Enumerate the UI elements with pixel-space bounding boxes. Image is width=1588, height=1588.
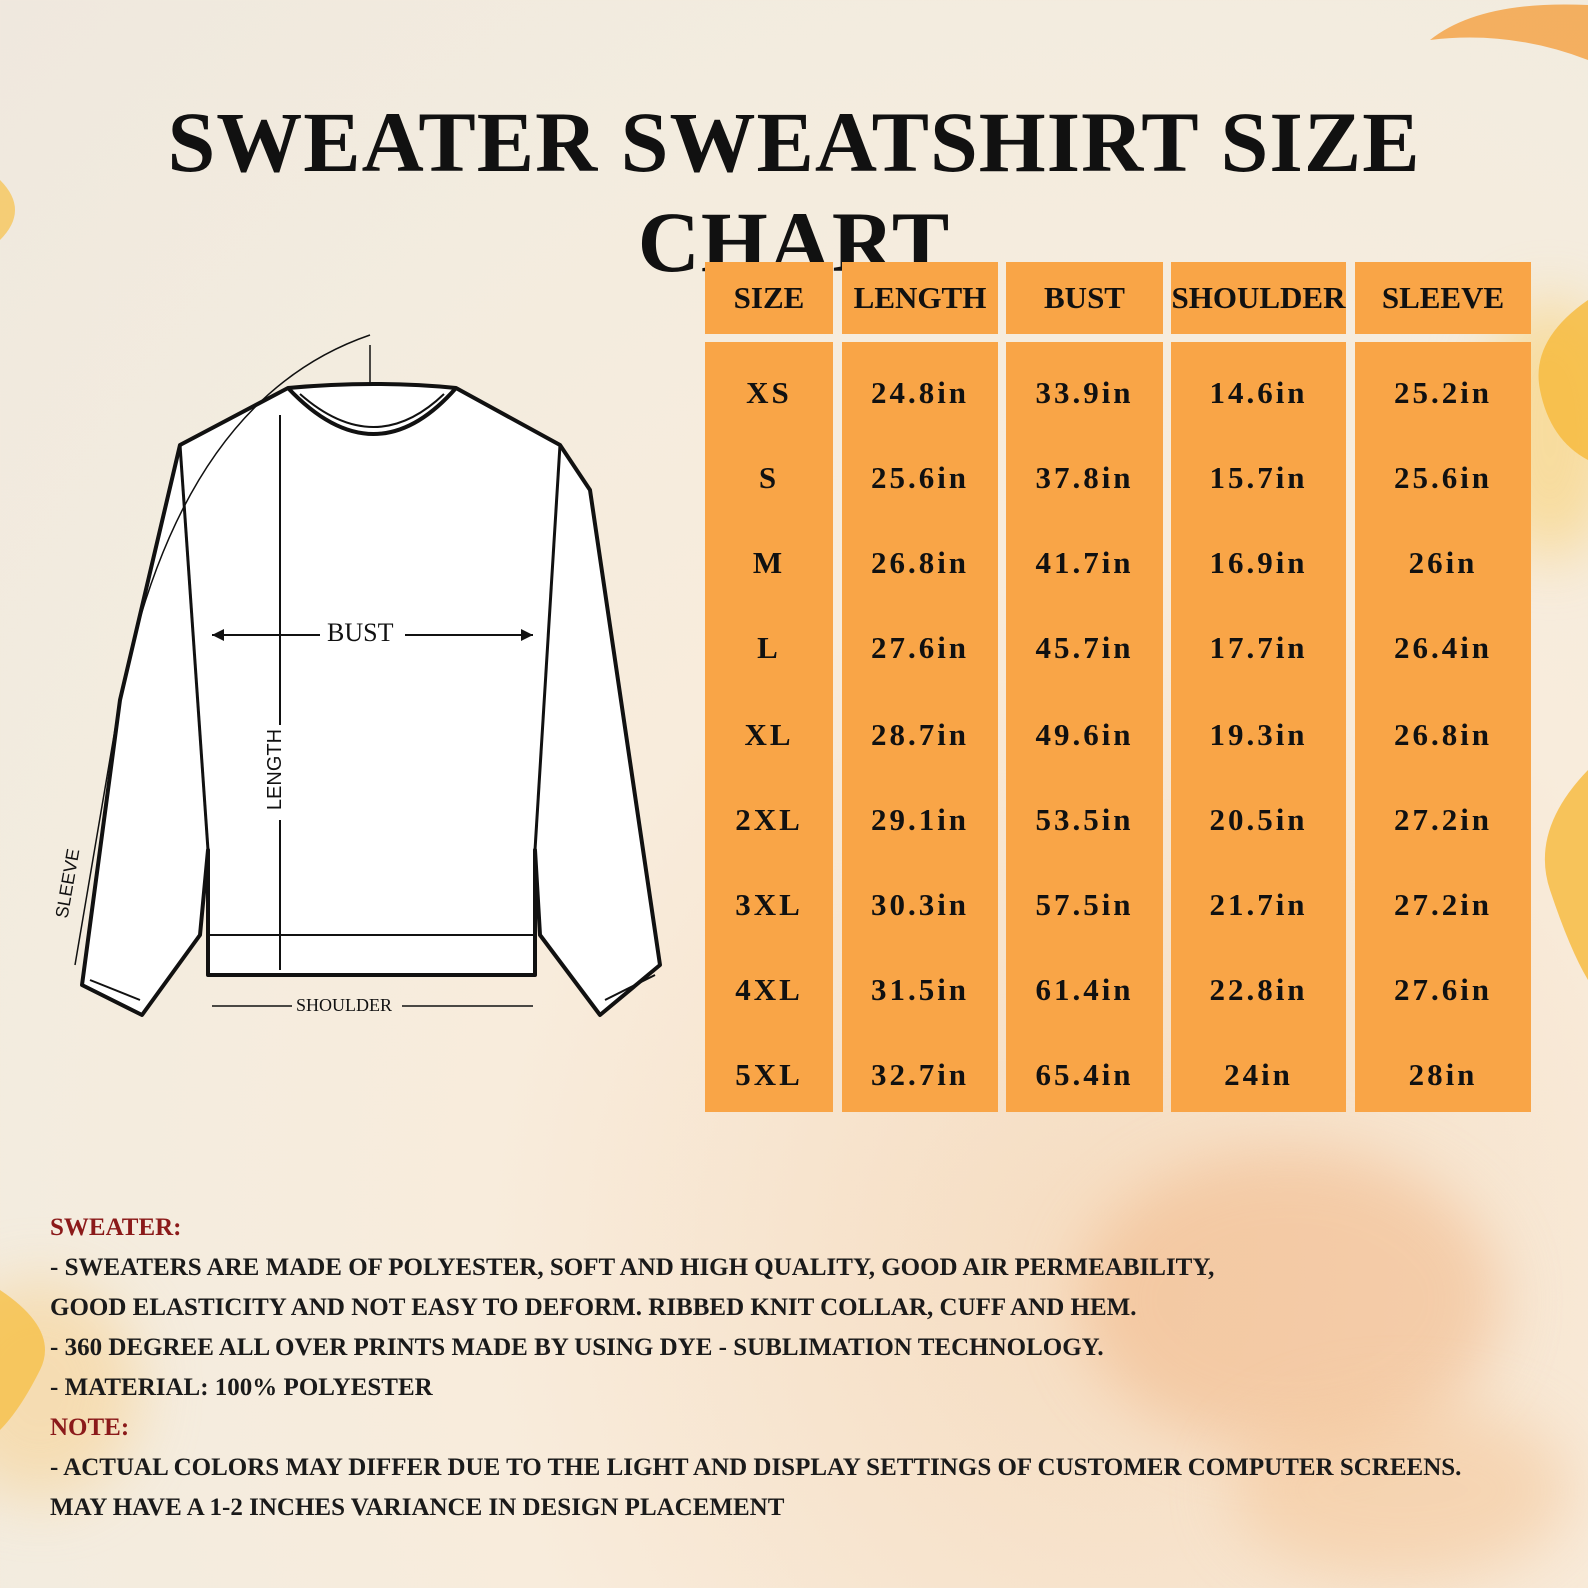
column-body: 24.8in 25.6in 26.8in 27.6in 28.7in 29.1in 30.3… [842,342,998,1112]
table-cell: 27.6in [1393,972,1493,1007]
table-cell: 28in [1408,1057,1478,1092]
table-cell: 15.7in [1209,460,1308,495]
table-cell: 53.5in [1035,802,1134,837]
header-sleeve: SLEEVE [1355,262,1531,334]
column-size: SIZE XS S M L XL 2XL 3XL 4XL 5XL [705,262,833,1112]
note-line: - 360 DEGREE ALL OVER PRINTS MADE BY USI… [50,1334,1104,1361]
table-cell: 17.7in [1209,630,1308,665]
header-size: SIZE [705,262,833,334]
table-cell: 26.8in [870,545,970,580]
note-line: GOOD ELASTICITY AND NOT EASY TO DEFORM. … [50,1294,1137,1321]
table-cell: 29.1in [870,802,970,837]
leaf-decoration-icon [1544,770,1588,980]
table-cell: 28.7in [870,717,970,752]
table-cell: 22.8in [1209,972,1308,1007]
table-cell: 25.6in [1393,460,1493,495]
table-cell: 33.9in [1035,375,1134,410]
table-cell: 26.4in [1393,630,1493,665]
table-cell: XS [746,375,792,410]
leaf-decoration-icon [1430,4,1588,60]
note-line: MAY HAVE A 1-2 INCHES VARIANCE IN DESIGN… [50,1494,785,1521]
table-cell: 14.6in [1209,375,1308,410]
table-cell: 2XL [735,802,803,837]
table-cell: 21.7in [1209,887,1308,922]
table-cell: 24in [1224,1057,1293,1092]
table-cell: 41.7in [1035,545,1134,580]
table-cell: 49.6in [1035,717,1134,752]
header-shoulder: SHOULDER [1171,262,1346,334]
table-cell: S [758,460,780,495]
table-cell: 25.2in [1393,375,1493,410]
column-body: 14.6in 15.7in 16.9in 17.7in 19.3in 20.5in 21.7… [1171,342,1346,1112]
table-cell: M [752,545,786,580]
table-cell: 16.9in [1209,545,1308,580]
table-cell: 25.6in [870,460,970,495]
table-cell: 26.8in [1393,717,1493,752]
table-cell: 27.6in [870,630,970,665]
product-notes: SWEATER: - SWEATERS ARE MADE OF POLYESTE… [50,1208,1560,1528]
sweater-diagram: BUST LENGTH SLEEVE SHOULDER [30,320,690,1040]
column-body: XS S M L XL 2XL 3XL 4XL 5XL [705,342,833,1112]
watercolor-blob [1230,1400,1570,1580]
table-cell: 37.8in [1035,460,1134,495]
bust-label: BUST [327,618,394,647]
shoulder-label: SHOULDER [296,995,393,1015]
table-cell: 32.7in [870,1057,970,1092]
table-cell: 61.4in [1035,972,1134,1007]
column-body: 25.2in 25.6in 26in 26.4in 26.8in 27.2in 27.2in… [1355,342,1531,1112]
column-bust: BUST 33.9in 37.8in 41.7in 45.7in 49.6in 53.5in… [1006,262,1163,1112]
leaf-decoration-icon [1538,300,1588,460]
note-line: - MATERIAL: 100% POLYESTER [50,1374,433,1401]
leaf-decoration-icon [0,180,15,240]
table-cell: 3XL [735,887,803,922]
table-cell: L [757,630,781,665]
note-line: - ACTUAL COLORS MAY DIFFER DUE TO THE LI… [50,1454,1462,1481]
sweater-outline-icon [74,334,662,1017]
table-cell: 26in [1408,545,1478,580]
note-header: NOTE: [50,1414,130,1441]
watercolor-blob [1080,1150,1500,1450]
table-cell: 24.8in [870,375,970,410]
table-cell: 30.3in [870,887,970,922]
sweater-header: SWEATER: [50,1214,182,1241]
note-line: - SWEATERS ARE MADE OF POLYESTER, SOFT A… [50,1254,1215,1281]
table-cell: 19.3in [1209,717,1308,752]
column-length: LENGTH 24.8in 25.6in 26.8in 27.6in 28.7in 29.1… [842,262,998,1112]
column-body: 33.9in 37.8in 41.7in 45.7in 49.6in 53.5in 57.5… [1006,342,1163,1112]
header-length: LENGTH [842,262,998,334]
table-cell: 5XL [735,1057,803,1092]
column-shoulder: SHOULDER 14.6in 15.7in 16.9in 17.7in 19.3in 20… [1171,262,1346,1112]
table-cell: 4XL [735,972,803,1007]
column-sleeve: SLEEVE 25.2in 25.6in 26in 26.4in 26.8in 27.2in… [1355,262,1531,1112]
length-label: LENGTH [264,728,287,811]
table-cell: 27.2in [1393,887,1493,922]
table-cell: 31.5in [870,972,970,1007]
table-cell: 27.2in [1393,802,1493,837]
table-cell: 20.5in [1209,802,1308,837]
size-table: SIZE XS S M L XL 2XL 3XL 4XL 5XL LENGTH 24.8in 25.6i… [705,262,1535,1112]
table-cell: 65.4in [1035,1057,1134,1092]
table-cell: 45.7in [1035,630,1134,665]
header-bust: BUST [1006,262,1163,334]
table-cell: XL [744,717,794,752]
leaf-decoration-icon [0,1290,45,1430]
table-cell: 57.5in [1035,887,1134,922]
